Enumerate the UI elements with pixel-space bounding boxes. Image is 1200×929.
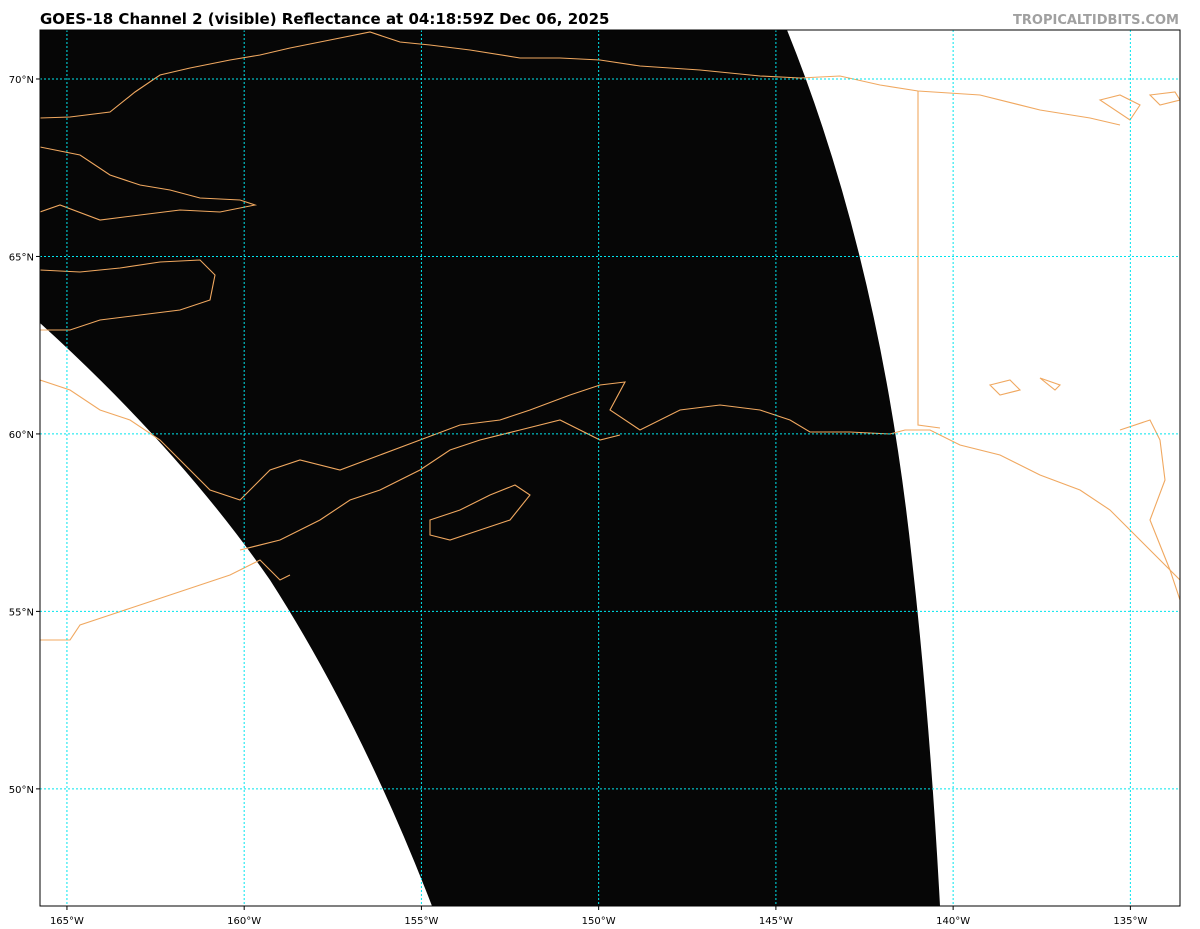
coastline <box>429 484 531 541</box>
x-tick-label: 165°W <box>50 916 84 927</box>
coastline <box>40 31 1121 126</box>
tick-labels: 165°W 160°W 155°W 150°W 145°W 140°W 135°W 50°N 5… <box>9 75 1148 927</box>
coastline <box>1119 419 1180 601</box>
y-tick-label: 70°N <box>9 75 34 86</box>
coastline <box>40 379 1180 581</box>
coastline <box>239 419 621 551</box>
y-tick-label: 65°N <box>9 252 34 263</box>
coastlines <box>40 31 1180 641</box>
coastline <box>40 146 258 221</box>
x-tick-label: 150°W <box>582 916 616 927</box>
map-area <box>40 30 1180 906</box>
x-tick-label: 155°W <box>404 916 438 927</box>
credit: TROPICALTIDBITS.COM <box>1013 13 1179 28</box>
x-tick-label: 140°W <box>936 916 970 927</box>
border <box>917 91 941 429</box>
x-tick-label: 135°W <box>1113 916 1147 927</box>
map-frame <box>39 29 1181 907</box>
y-tick-label: 60°N <box>9 430 34 441</box>
map-title: GOES-18 Channel 2 (visible) Reflectance … <box>40 10 609 28</box>
coastline <box>40 559 291 641</box>
coastline <box>40 259 216 331</box>
coastline <box>988 91 1180 396</box>
x-tick-label: 145°W <box>759 916 793 927</box>
x-tick-label: 160°W <box>227 916 261 927</box>
y-tick-label: 50°N <box>9 785 34 796</box>
graticule <box>40 30 1180 906</box>
y-tick-label: 55°N <box>9 607 34 618</box>
satellite-swath <box>40 30 940 906</box>
